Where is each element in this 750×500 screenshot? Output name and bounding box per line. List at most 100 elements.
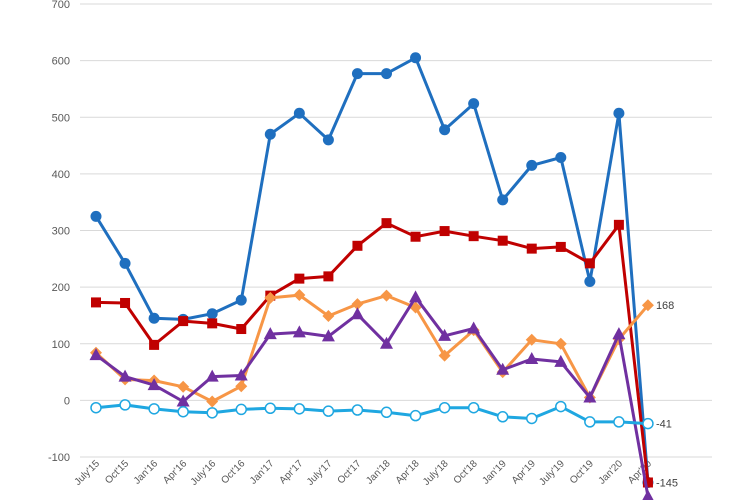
data-point (351, 404, 364, 416)
data-point (178, 316, 189, 327)
series-group (89, 52, 654, 500)
data-point (642, 489, 654, 500)
data-point (438, 401, 451, 414)
end-data-label: -145 (656, 477, 678, 489)
data-point (641, 299, 654, 312)
data-point (293, 107, 305, 119)
x-tick-label: Jan'20 (597, 458, 626, 487)
y-tick-label: 500 (52, 112, 70, 124)
x-tick-label: Apr'16 (161, 458, 189, 486)
data-point (381, 68, 392, 80)
data-point (322, 405, 335, 417)
data-point (555, 241, 566, 252)
data-point (206, 308, 218, 320)
x-tick-label: Jan'17 (248, 458, 277, 487)
data-point (147, 378, 161, 391)
data-point (584, 416, 596, 428)
series-line-3 (95, 295, 650, 497)
data-point (118, 369, 132, 382)
series-2 (90, 289, 654, 408)
data-point (410, 52, 422, 64)
data-point (439, 124, 451, 136)
data-point (234, 368, 248, 381)
data-point (351, 68, 363, 80)
y-tick-label: 300 (52, 226, 70, 238)
data-point (468, 98, 480, 110)
data-point (292, 325, 306, 338)
data-point (613, 219, 624, 230)
data-point (584, 275, 596, 287)
series-1 (91, 218, 653, 488)
data-point (555, 400, 567, 413)
data-point (380, 336, 393, 349)
x-tick-label: Jan'16 (132, 458, 161, 487)
y-axis-tick-labels: -100 0 100 200 300 400 500 600 700 (48, 0, 70, 464)
data-point (206, 407, 218, 419)
data-point (613, 416, 625, 428)
data-point (496, 411, 509, 423)
data-point (526, 412, 538, 425)
data-point (321, 329, 335, 342)
data-point (554, 337, 567, 350)
data-point (264, 402, 277, 415)
data-point (555, 151, 567, 163)
y-tick-label: 100 (52, 339, 70, 351)
x-tick-label: July'15 (73, 458, 103, 488)
data-point (468, 231, 479, 242)
data-point (612, 327, 626, 340)
y-tick-label: -100 (48, 452, 70, 464)
y-tick-label: 0 (64, 395, 70, 407)
end-data-label: -41 (656, 419, 672, 431)
x-tick-label: Oct'15 (103, 458, 131, 486)
data-point (439, 226, 450, 237)
data-point (264, 291, 277, 304)
data-point (583, 390, 597, 403)
series-4 (90, 399, 654, 430)
data-point (263, 327, 277, 340)
data-point (496, 362, 510, 375)
data-point (293, 289, 306, 302)
grid-lines (80, 3, 712, 458)
x-tick-label: July'17 (305, 458, 335, 488)
data-point (207, 318, 218, 329)
x-tick-label: Oct'19 (568, 458, 596, 486)
data-point (322, 134, 334, 146)
data-point (584, 258, 595, 269)
data-point (526, 159, 538, 171)
y-tick-label: 200 (52, 282, 70, 294)
data-point (525, 352, 539, 365)
data-point (89, 348, 103, 361)
data-point (177, 380, 190, 393)
data-point (235, 380, 248, 393)
data-point (235, 403, 247, 416)
x-tick-label: Apr'18 (394, 458, 422, 486)
x-tick-label: Apr'17 (277, 458, 305, 486)
data-point (264, 128, 276, 140)
y-tick-label: 700 (52, 0, 70, 11)
data-point (613, 107, 625, 119)
y-tick-label: 400 (52, 169, 70, 181)
data-point (294, 273, 305, 284)
x-tick-label: Oct'18 (452, 458, 480, 486)
data-point (236, 324, 247, 335)
data-point (235, 294, 247, 306)
series-3 (89, 290, 654, 500)
data-point (642, 417, 654, 430)
data-point (351, 298, 364, 311)
x-tick-label: July'18 (421, 458, 451, 488)
x-tick-label: July'16 (189, 458, 219, 488)
data-point (410, 231, 421, 242)
data-point (205, 369, 219, 382)
x-tick-label: July'19 (537, 458, 567, 488)
data-point (380, 289, 393, 302)
data-point (526, 243, 537, 254)
data-point (467, 321, 481, 334)
data-point (149, 339, 160, 350)
data-point (323, 271, 334, 282)
y-tick-label: 600 (52, 56, 70, 68)
data-point (177, 405, 189, 418)
data-point (90, 210, 102, 222)
x-axis-tick-labels: July'15 Oct'15 Jan'16 Apr'16 July'16 Oct'16 Ja… (73, 458, 655, 488)
x-tick-label: Oct'17 (336, 458, 364, 486)
